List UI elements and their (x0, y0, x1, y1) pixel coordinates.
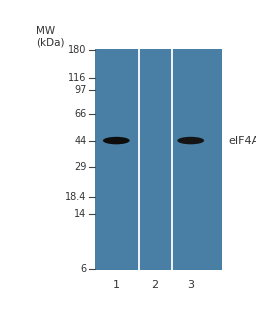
Text: 18.4: 18.4 (65, 192, 87, 202)
Bar (95, 49, 222, 270)
Text: 14: 14 (74, 209, 87, 219)
Text: 1: 1 (113, 280, 120, 290)
Text: 3: 3 (187, 280, 194, 290)
Text: 44: 44 (74, 136, 87, 146)
Text: 180: 180 (68, 45, 87, 55)
Ellipse shape (177, 137, 204, 144)
Text: 66: 66 (74, 110, 87, 119)
Text: 116: 116 (68, 73, 87, 83)
Text: 29: 29 (74, 162, 87, 172)
Text: eIF4A2: eIF4A2 (228, 136, 256, 146)
Text: 97: 97 (74, 85, 87, 95)
Text: 6: 6 (80, 264, 87, 274)
Text: 2: 2 (152, 280, 158, 290)
Ellipse shape (103, 137, 130, 144)
Text: MW
(kDa): MW (kDa) (36, 26, 65, 48)
